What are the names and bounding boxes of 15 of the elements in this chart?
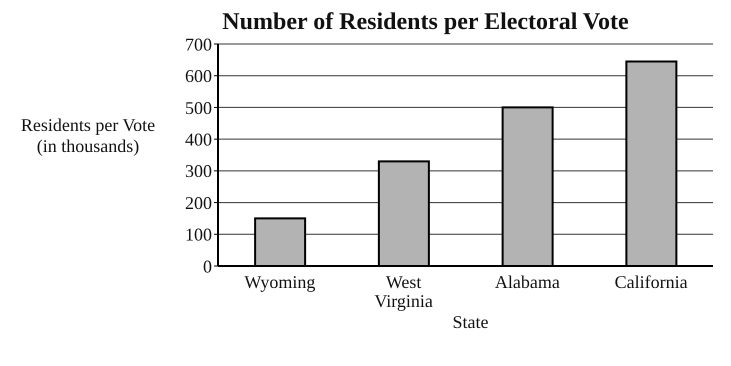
y-tick-label: 500 bbox=[185, 98, 212, 118]
y-tick-label: 700 bbox=[185, 34, 212, 54]
y-tick-label: 600 bbox=[185, 66, 212, 86]
x-tick-label: Wyoming bbox=[244, 272, 316, 292]
y-tick-label: 400 bbox=[185, 130, 212, 150]
x-tick-label: West Virginia bbox=[374, 272, 433, 311]
y-tick-label: 0 bbox=[203, 256, 212, 276]
x-tick-label: California bbox=[614, 272, 688, 292]
x-tick-label: Alabama bbox=[494, 272, 560, 292]
y-tick-label: 100 bbox=[185, 224, 212, 245]
y-tick-label: 200 bbox=[185, 192, 212, 213]
chart-title: Number of Residents per Electoral Vote bbox=[221, 8, 630, 36]
x-axis-title: State bbox=[452, 312, 490, 333]
y-tick-label: 300 bbox=[185, 161, 212, 182]
y-axis-title: Residents per Vote (in thousands) bbox=[20, 115, 156, 157]
